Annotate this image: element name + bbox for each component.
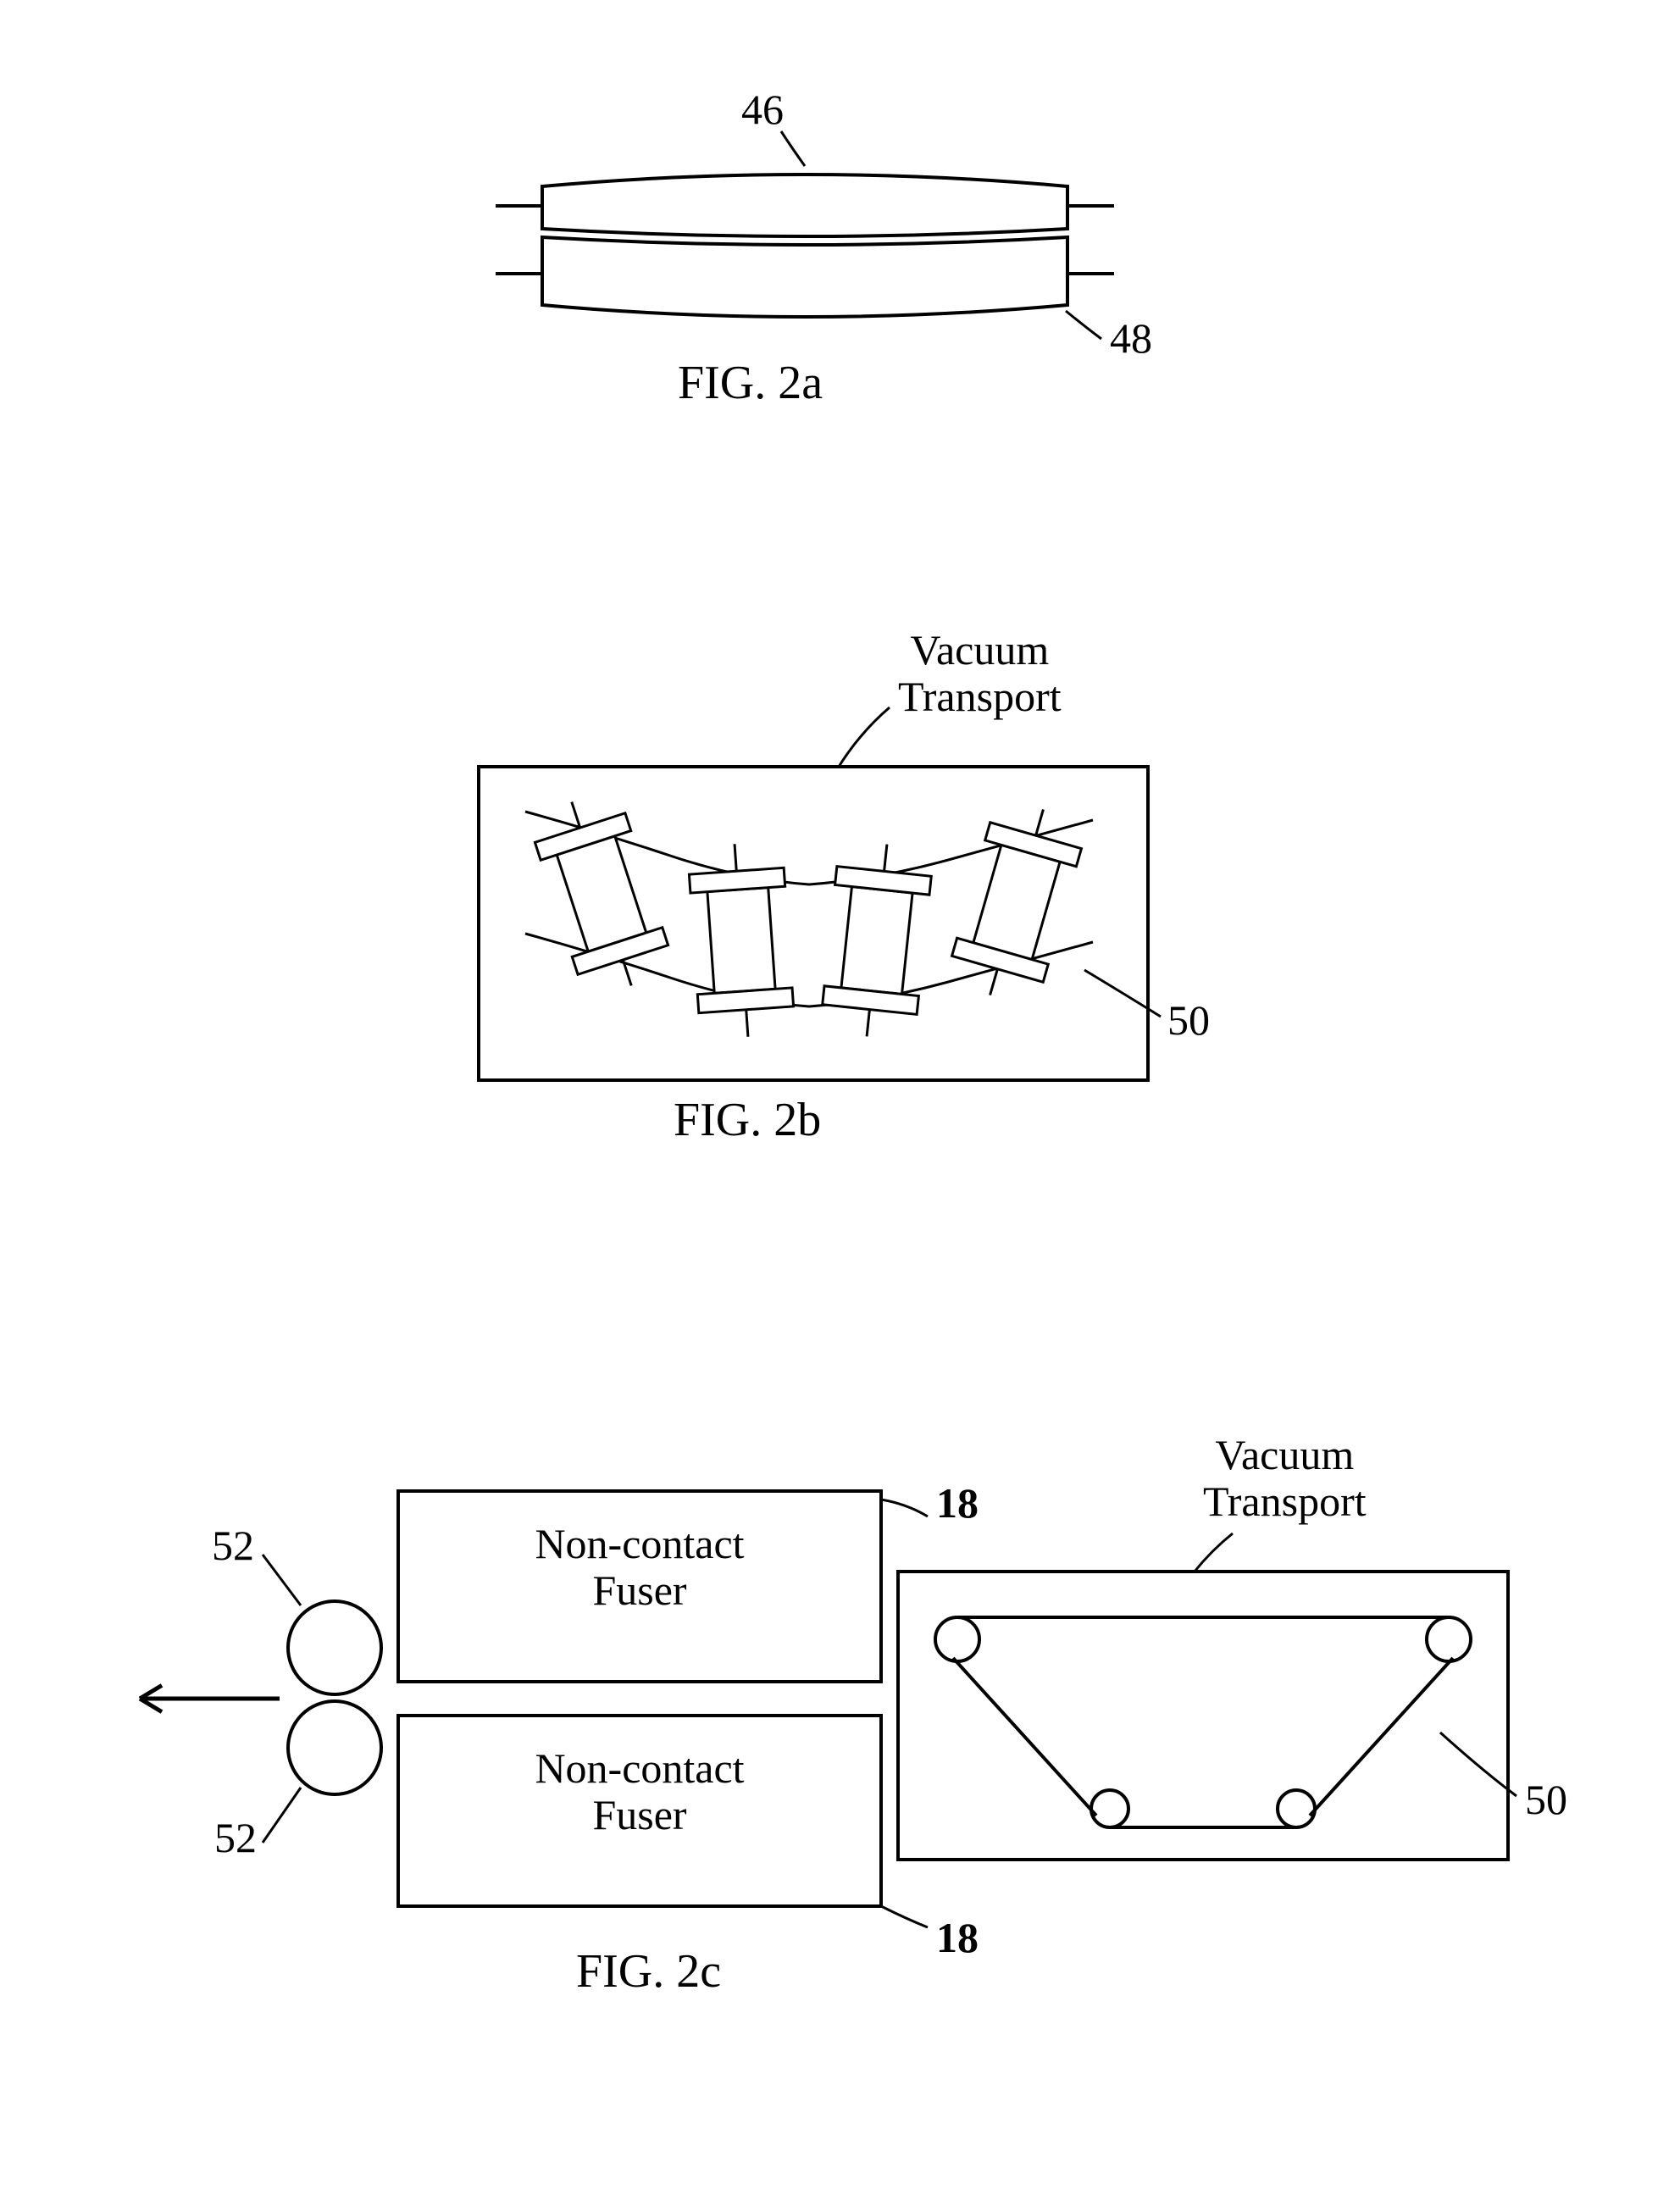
title-vacuum-2c-line: Vacuum Transport (1203, 1431, 1367, 1525)
label-50-2b: 50 (1167, 995, 1210, 1045)
fuser-top-text: Non-contact Fuser (491, 1521, 788, 1614)
label-46: 46 (741, 85, 784, 134)
label-52-bottom: 52 (214, 1813, 257, 1862)
caption-fig2c: FIG. 2c (576, 1944, 721, 1999)
title-vacuum-2c: Vacuum Transport (1203, 1432, 1367, 1525)
label-48: 48 (1110, 313, 1152, 363)
label-18-top: 18 (936, 1478, 979, 1527)
caption-fig2b: FIG. 2b (674, 1093, 821, 1147)
caption-fig2a: FIG. 2a (678, 356, 823, 410)
title-vacuum-2b: Vacuum Transport (898, 627, 1062, 720)
fuser-bottom-line: Non-contact Fuser (535, 1744, 744, 1838)
label-50-2c: 50 (1525, 1775, 1567, 1824)
fuser-top-line: Non-contact Fuser (535, 1520, 744, 1614)
diagram-canvas (0, 0, 1680, 2201)
fuser-bottom-text: Non-contact Fuser (491, 1745, 788, 1838)
label-52-top: 52 (212, 1521, 254, 1570)
label-18-bottom: 18 (936, 1913, 979, 1962)
title-vacuum-2b-line1: Vacuum Transport (898, 626, 1062, 720)
